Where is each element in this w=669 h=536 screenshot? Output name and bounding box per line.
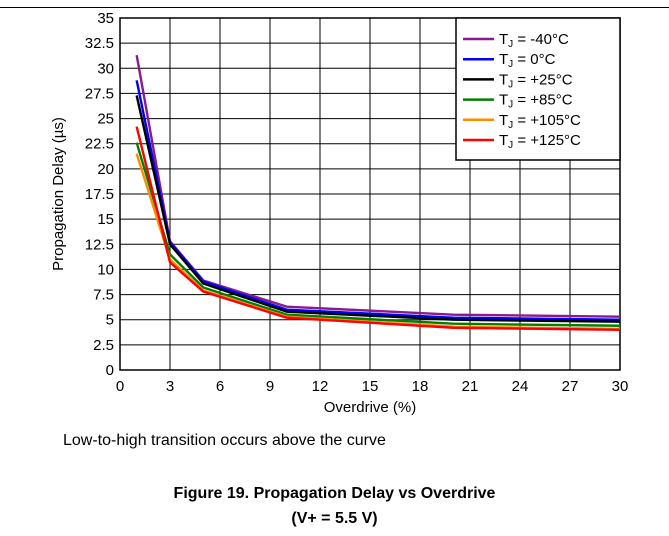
legend-box (455, 17, 621, 161)
y-tick-label: 35 (97, 10, 114, 27)
x-tick-label: 18 (412, 378, 429, 395)
legend-entry-5: TJ = +125°C (499, 132, 581, 151)
legend-entry-3: TJ = +85°C (499, 92, 573, 111)
x-tick-label: 6 (216, 378, 224, 395)
series-line-4 (135, 153, 621, 330)
y-tick-label: 20 (97, 161, 114, 178)
y-tick-label: 2.5 (93, 337, 114, 354)
legend-entry-2: TJ = +25°C (499, 71, 573, 90)
y-tick-label: 32.5 (85, 35, 114, 52)
legend-entry-4: TJ = +105°C (499, 112, 581, 131)
x-tick-label: 24 (512, 378, 529, 395)
series-line-3 (135, 142, 621, 327)
chart-note: Low-to-high transition occurs above the … (63, 432, 386, 449)
top-rule (0, 7, 669, 8)
y-tick-label: 25 (97, 111, 114, 128)
y-tick-label: 30 (97, 60, 114, 77)
y-tick-label: 0 (106, 362, 114, 379)
x-axis-label: Overdrive (%) (324, 399, 417, 416)
legend-entry-1: TJ = 0°C (499, 51, 556, 70)
x-tick-label: 12 (312, 378, 329, 395)
y-tick-label: 12.5 (85, 236, 114, 253)
y-tick-label: 27.5 (85, 85, 114, 102)
x-tick-label: 21 (462, 378, 479, 395)
y-tick-label: 5 (106, 312, 114, 329)
x-tick-label: 3 (166, 378, 174, 395)
x-tick-label: 0 (116, 378, 124, 395)
y-tick-label: 10 (97, 261, 114, 278)
figure-caption: Figure 19. Propagation Delay vs Overdriv… (173, 485, 496, 502)
x-tick-label: 30 (612, 378, 629, 395)
y-tick-label: 15 (97, 211, 114, 228)
y-tick-label: 17.5 (85, 186, 114, 203)
plot-frame (119, 17, 621, 371)
series-line-5 (135, 126, 621, 331)
figure-caption-conditions: (V+ = 5.5 V) (291, 510, 378, 527)
x-tick-label: 15 (362, 378, 379, 395)
series-line-2 (135, 95, 621, 323)
chart: 0 3 6 9 12 15 18 21 24 27 30 0 2.5 5 7.5 10 12.5 15 17.5 20… (50, 10, 629, 416)
legend-entry-0: TJ = -40°C (499, 31, 569, 50)
y-tick-label: 7.5 (93, 287, 114, 304)
y-axis-label: Propagation Delay (µs) (50, 117, 67, 271)
x-tick-label: 27 (562, 378, 579, 395)
y-tick-label: 22.5 (85, 136, 114, 153)
x-tick-label: 9 (266, 378, 274, 395)
